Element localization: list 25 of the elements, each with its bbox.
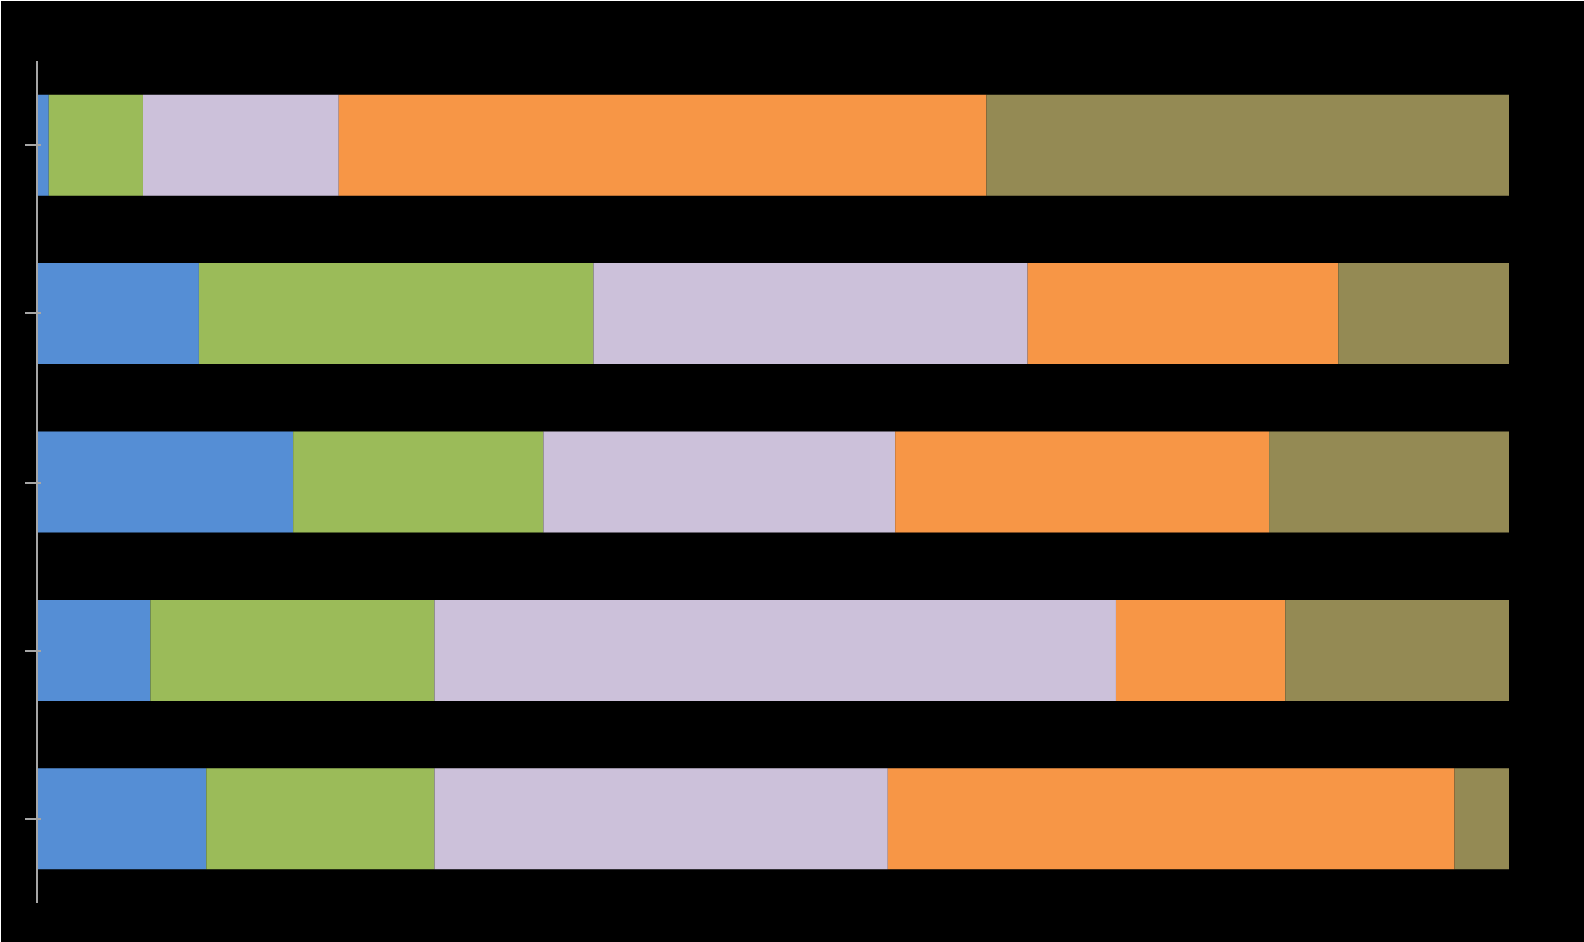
bar <box>1269 431 1509 533</box>
bar <box>887 768 1455 870</box>
bar <box>48 94 143 196</box>
bar <box>1027 263 1339 365</box>
bar <box>434 768 888 870</box>
bar <box>895 431 1270 533</box>
bar <box>986 94 1509 196</box>
bar <box>198 263 594 365</box>
bar <box>37 599 151 701</box>
bar <box>543 431 896 533</box>
bar <box>37 431 294 533</box>
bar <box>293 431 544 533</box>
bar <box>150 599 435 701</box>
bar <box>1454 768 1509 870</box>
bar <box>338 94 987 196</box>
bar <box>593 263 1028 365</box>
bar <box>434 599 1116 701</box>
bar <box>1338 263 1509 365</box>
bar <box>1285 599 1509 701</box>
bar <box>142 94 339 196</box>
bar <box>1115 599 1286 701</box>
bar <box>37 94 49 196</box>
bar <box>37 768 207 870</box>
bar <box>206 768 435 870</box>
bar <box>37 263 199 365</box>
